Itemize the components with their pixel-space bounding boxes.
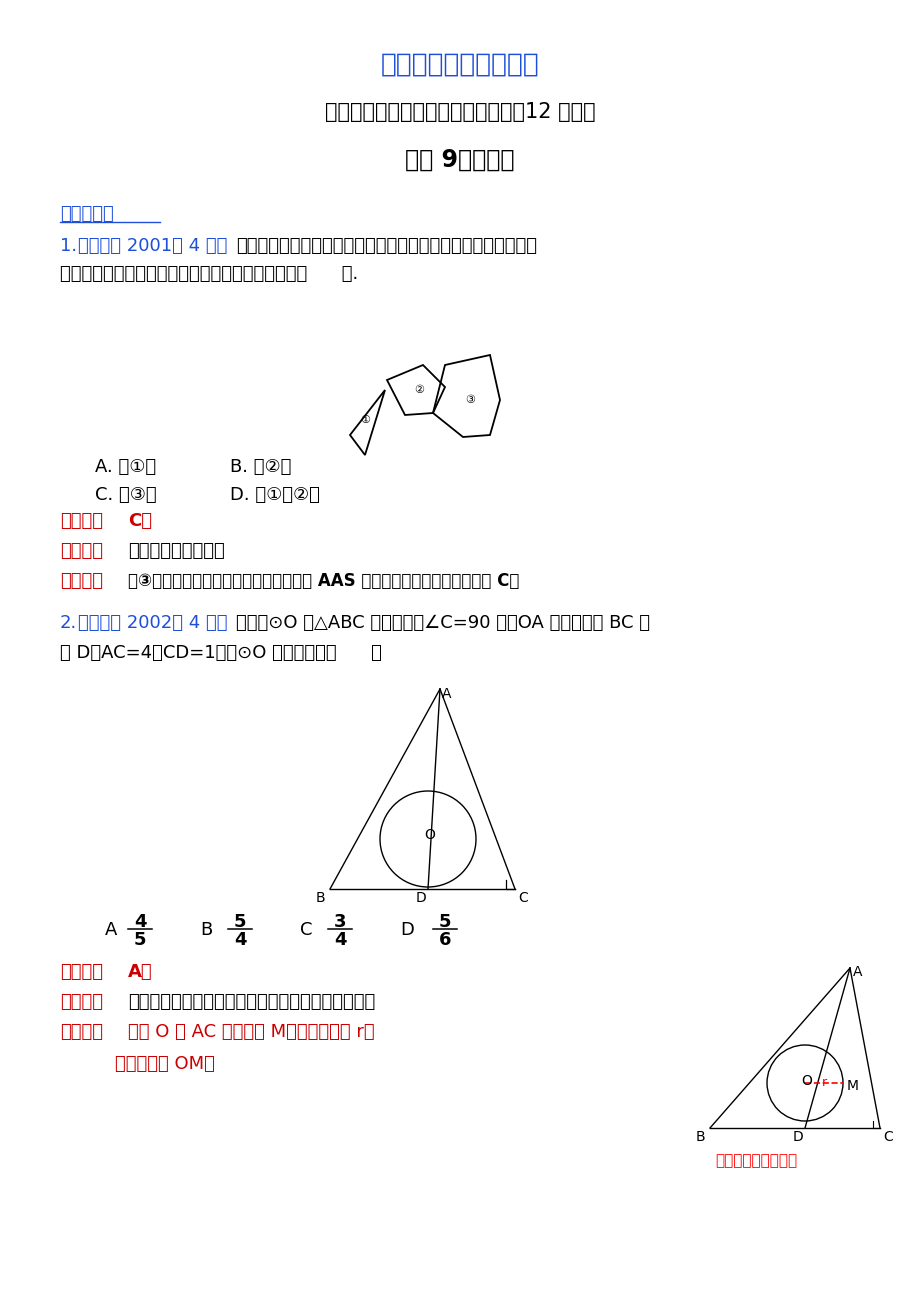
- Text: ①: ①: [359, 415, 369, 424]
- Text: C. 带③去: C. 带③去: [95, 486, 156, 504]
- Text: D: D: [400, 921, 414, 939]
- Text: 【分析】: 【分析】: [60, 572, 103, 590]
- Text: 锦元数学工作室绘制: 锦元数学工作室绘制: [714, 1154, 796, 1168]
- Text: 5: 5: [133, 931, 146, 949]
- Text: A: A: [105, 921, 118, 939]
- Text: 4: 4: [334, 931, 346, 949]
- Text: 3: 3: [334, 913, 346, 931]
- Text: 全等三角形的判定。: 全等三角形的判定。: [128, 542, 224, 560]
- Text: 【考点】: 【考点】: [60, 542, 103, 560]
- Text: 【考点】: 【考点】: [60, 993, 103, 1010]
- Text: （重庆市 2002年 4 分）: （重庆市 2002年 4 分）: [78, 615, 227, 631]
- Text: 2.: 2.: [60, 615, 77, 631]
- Text: D: D: [414, 891, 425, 905]
- Text: 重庆市中考数学试题分类解析汇编（12 专题）: 重庆市中考数学试题分类解析汇编（12 专题）: [324, 102, 595, 122]
- Text: 如图，⊙O 为△ABC 的内切圆，∠C=90 度，OA 的延长线交 BC 于: 如图，⊙O 为△ABC 的内切圆，∠C=90 度，OA 的延长线交 BC 于: [236, 615, 650, 631]
- Text: A: A: [441, 687, 451, 700]
- Text: 5: 5: [438, 913, 450, 931]
- Text: （重庆市 2001年 4 分）: （重庆市 2001年 4 分）: [78, 237, 227, 255]
- Text: B: B: [315, 891, 325, 905]
- Text: C。: C。: [128, 512, 152, 530]
- Text: 【分析】: 【分析】: [60, 1023, 103, 1042]
- Text: ③: ③: [464, 395, 474, 405]
- Text: 图③中有两个角及两角所夹边完好，根据 AAS 能准确地把破玻璃复原。故选 C。: 图③中有两个角及两角所夹边完好，根据 AAS 能准确地把破玻璃复原。故选 C。: [128, 572, 519, 590]
- Text: 一、选择题: 一、选择题: [60, 204, 114, 223]
- Text: O: O: [800, 1074, 811, 1088]
- Text: C: C: [517, 891, 528, 905]
- Text: 6: 6: [438, 931, 450, 949]
- Text: A。: A。: [128, 963, 153, 980]
- Text: 1.: 1.: [60, 237, 77, 255]
- Text: 三角形的内切圆与内心，相似三角形的判定和性质。: 三角形的内切圆与内心，相似三角形的判定和性质。: [128, 993, 375, 1010]
- Text: 最新数学精品教学资料: 最新数学精品教学资料: [380, 52, 539, 78]
- Text: B: B: [199, 921, 212, 939]
- Text: C: C: [882, 1130, 891, 1144]
- Text: ②: ②: [414, 385, 424, 395]
- Text: A: A: [852, 965, 862, 979]
- Text: A. 带①去: A. 带①去: [95, 458, 156, 477]
- Text: D: D: [791, 1130, 802, 1144]
- Text: 专题 9：三角形: 专题 9：三角形: [404, 148, 515, 172]
- Text: 如图，连接 OM。: 如图，连接 OM。: [115, 1055, 215, 1073]
- Text: r: r: [821, 1075, 825, 1088]
- Text: 4: 4: [233, 931, 246, 949]
- Text: B. 带②去: B. 带②去: [230, 458, 291, 477]
- Text: 5: 5: [233, 913, 246, 931]
- Text: C: C: [300, 921, 312, 939]
- Text: 如图，某同学把一块三角形的玻璃打碎成了三块，现在要到玻璃: 如图，某同学把一块三角形的玻璃打碎成了三块，现在要到玻璃: [236, 237, 537, 255]
- Text: D. 带①和②去: D. 带①和②去: [230, 486, 320, 504]
- Text: 4: 4: [133, 913, 146, 931]
- Text: 点 D，AC=4，CD=1，则⊙O 的半径等于【      】: 点 D，AC=4，CD=1，则⊙O 的半径等于【 】: [60, 644, 381, 661]
- Text: 【答案】: 【答案】: [60, 963, 103, 980]
- Text: M: M: [846, 1079, 858, 1092]
- Text: 【答案】: 【答案】: [60, 512, 103, 530]
- Text: O: O: [424, 828, 435, 842]
- Text: 店去配一块完全一样的玻璃，那么最省事的方法是【      】.: 店去配一块完全一样的玻璃，那么最省事的方法是【 】.: [60, 266, 357, 283]
- Text: 设圆 O 与 AC 的切点为 M，圆的半径为 r，: 设圆 O 与 AC 的切点为 M，圆的半径为 r，: [128, 1023, 374, 1042]
- Text: B: B: [696, 1130, 705, 1144]
